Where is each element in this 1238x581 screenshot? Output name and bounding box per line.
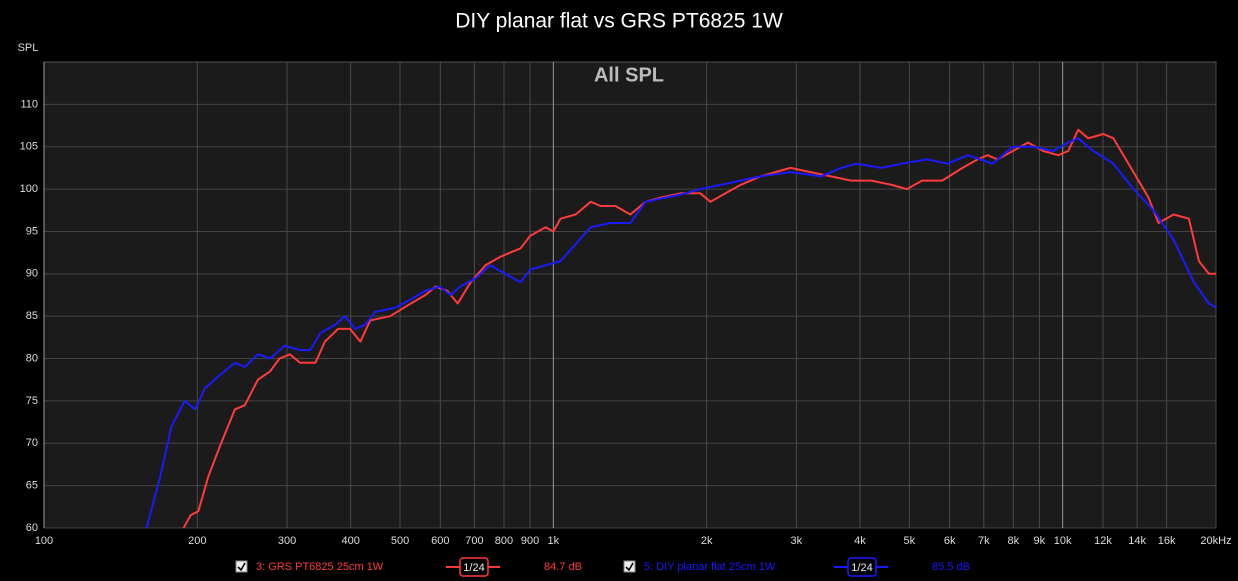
- y-tick-label: 105: [20, 141, 38, 153]
- x-tick-label: 900: [521, 535, 539, 547]
- x-tick-label: 10k: [1054, 535, 1072, 547]
- y-tick-label: 70: [26, 437, 38, 449]
- x-tick-label: 100: [35, 535, 53, 547]
- x-tick-label: 1k: [548, 535, 560, 547]
- legend-smoothing: 1/24: [851, 562, 872, 574]
- plot-area: [43, 61, 1217, 529]
- y-tick-label: 75: [26, 395, 38, 407]
- y-tick-label: 85: [26, 310, 38, 322]
- legend: 3: GRS PT6825 25cm 1W 1/24 84.7 dB 5: DIY p…: [235, 557, 970, 577]
- legend-entry: 3: GRS PT6825 25cm 1W: [256, 561, 384, 573]
- series-line: [145, 137, 1216, 528]
- x-tick-label: 7k: [978, 535, 990, 547]
- y-axis-label: SPL: [18, 42, 39, 54]
- x-tick-label: 800: [495, 535, 513, 547]
- x-tick-label: 8k: [1008, 535, 1020, 547]
- x-tick-label: 3k: [791, 535, 803, 547]
- y-tick-label: 60: [26, 522, 38, 534]
- x-tick-label: 300: [278, 535, 296, 547]
- y-tick-label: 100: [20, 183, 38, 195]
- x-tick-label: 2k: [701, 535, 713, 547]
- x-tick-label: 5k: [904, 535, 916, 547]
- y-tick-label: 65: [26, 480, 38, 492]
- y-tick-label: 110: [20, 98, 38, 110]
- x-tick-label: 600: [431, 535, 449, 547]
- legend-check: [237, 562, 246, 572]
- legend-checkbox: [623, 560, 636, 573]
- legend-smoothing-box: [459, 557, 489, 577]
- x-tick-label: 12k: [1094, 535, 1112, 547]
- legend-checkbox: [235, 560, 248, 573]
- legend-entry: 5: DIY planar flat 25cm 1W: [644, 561, 776, 573]
- legend-smoothing: 1/24: [463, 562, 484, 574]
- y-tick-label: 90: [26, 268, 38, 280]
- x-tick-label: 200: [188, 535, 206, 547]
- chart-subtitle: All SPL: [594, 64, 664, 86]
- x-tick-label: 9k: [1034, 535, 1046, 547]
- x-tick-label: 700: [465, 535, 483, 547]
- x-tick-label: 400: [341, 535, 359, 547]
- legend-smoothing-box: [847, 557, 877, 577]
- plot: [145, 128, 1216, 528]
- legend-level: 85.5 dB: [932, 561, 970, 573]
- x-tick-label: 14k: [1128, 535, 1146, 547]
- legend-check: [625, 562, 634, 572]
- chart-title: DIY planar flat vs GRS PT6825 1W: [455, 10, 783, 33]
- x-tick-label: 6k: [944, 535, 956, 547]
- y-tick-label: 95: [26, 225, 38, 237]
- x-tick-label: 500: [391, 535, 409, 547]
- y-tick-label: 80: [26, 352, 38, 364]
- x-tick-label: 16k: [1158, 535, 1176, 547]
- x-tick-label: 20kHz: [1200, 535, 1231, 547]
- x-tick-label: 4k: [854, 535, 866, 547]
- legend-level: 84.7 dB: [544, 561, 582, 573]
- grid: [43, 62, 1217, 529]
